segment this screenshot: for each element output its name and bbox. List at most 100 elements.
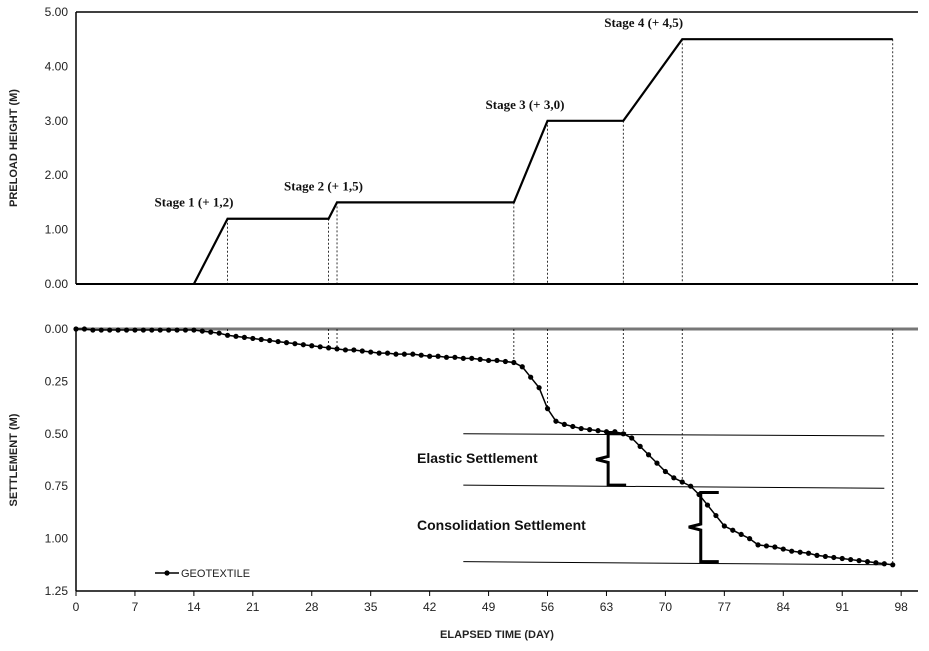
preload-y-axis-title: PRELOAD HEIGHT (M)	[8, 89, 20, 207]
stage-projection-lines	[193, 329, 894, 565]
settlement-point	[443, 354, 450, 360]
settlement-point	[485, 357, 492, 364]
settlement-point	[873, 560, 879, 566]
time-x-tick-labels: 0 7 14 21 28 35 42 49 56 63 70 77 84 91 98	[73, 591, 908, 614]
settlement-point	[890, 562, 896, 568]
elastic-settlement-label: Elastic Settlement	[417, 450, 538, 466]
preload-y-tick-label: 3.00	[45, 114, 69, 128]
settlement-y-tick-labels: 0.00 0.25 0.50 0.75 1.00 1.25	[45, 322, 69, 598]
legend-geotextile: GEOTEXTILE	[181, 568, 250, 580]
settlement-reference-lines	[463, 433, 885, 566]
settlement-reference-line	[463, 561, 885, 566]
preload-y-tick-label: 1.00	[45, 223, 69, 237]
settlement-point	[536, 385, 542, 391]
settlement-point	[98, 327, 104, 333]
time-x-tick-label: 28	[305, 600, 319, 614]
time-x-tick-label: 56	[541, 600, 555, 614]
settlement-brace	[595, 432, 627, 487]
time-x-tick-label: 84	[777, 600, 791, 614]
settlement-point	[856, 558, 862, 564]
settlement-point	[410, 351, 416, 357]
settlement-point	[805, 550, 812, 556]
settlement-point	[208, 329, 214, 335]
time-x-axis-title: ELAPSED TIME (DAY)	[440, 629, 554, 641]
settlement-point	[553, 418, 559, 424]
stage-label: Stage 2 (+ 1,5)	[284, 178, 363, 193]
settlement-point	[502, 358, 509, 365]
settlement-point	[603, 429, 610, 435]
settlement-point	[73, 326, 79, 332]
settlement-point	[763, 543, 770, 549]
stage-label: Stage 1 (+ 1,2)	[155, 195, 234, 210]
settlement-braces	[595, 432, 719, 564]
time-x-tick-label: 77	[718, 600, 732, 614]
settlement-point	[452, 354, 458, 360]
settlement-point	[519, 364, 525, 370]
settlement-point	[671, 475, 677, 481]
settlement-point	[688, 483, 694, 489]
settlement-point	[191, 327, 197, 333]
settlement-point	[747, 536, 753, 542]
settlement-point	[351, 347, 357, 353]
settlement-point	[166, 327, 172, 333]
settlement-point	[822, 553, 828, 560]
settlement-point	[233, 333, 239, 339]
settlement-point	[654, 460, 660, 466]
legend: GEOTEXTILE	[155, 568, 250, 580]
settlement-point	[772, 544, 778, 550]
settlement-reference-line	[463, 433, 885, 437]
settlement-point	[637, 443, 643, 449]
time-x-tick-label: 42	[423, 600, 437, 614]
settlement-point	[477, 356, 483, 362]
settlement-point	[334, 346, 340, 352]
settlement-panel: 0.00 0.25 0.50 0.75 1.00 1.25 0 7 14 21 28 35 42 49 5…	[8, 322, 918, 641]
settlement-point	[258, 336, 264, 343]
settlement-point	[149, 327, 155, 333]
settlement-point	[578, 425, 584, 432]
settlement-point	[107, 327, 113, 333]
settlement-point	[528, 374, 534, 380]
settlement-point	[224, 332, 231, 338]
settlement-point	[570, 423, 576, 430]
settlement-brace	[688, 490, 719, 564]
settlement-point	[713, 512, 719, 519]
settlement-point	[831, 554, 837, 561]
time-x-tick-label: 98	[894, 600, 908, 614]
stage-labels: Stage 1 (+ 1,2) Stage 2 (+ 1,5) Stage 3 (+…	[155, 15, 684, 210]
settlement-point	[384, 350, 391, 356]
settlement-point	[182, 327, 189, 333]
settlement-point	[704, 502, 711, 508]
settlement-point	[511, 359, 517, 366]
settlement-point	[848, 556, 854, 563]
settlement-point	[780, 546, 786, 552]
preload-y-tick-label: 2.00	[45, 168, 69, 182]
settlement-point	[300, 342, 306, 348]
settlement-point	[587, 427, 593, 433]
settlement-point	[157, 327, 163, 333]
settlement-point	[494, 357, 500, 364]
time-x-tick-label: 35	[364, 600, 378, 614]
settlement-point	[595, 428, 601, 434]
settlement-point	[317, 344, 323, 350]
preload-y-tick-label: 0.00	[45, 277, 69, 291]
settlement-point	[174, 327, 180, 333]
settlement-point	[326, 345, 332, 351]
settlement-point	[544, 406, 551, 412]
settlement-point	[864, 559, 871, 565]
stage-label: Stage 3 (+ 3,0)	[486, 97, 565, 112]
settlement-point	[393, 351, 399, 357]
settlement-point	[418, 352, 424, 358]
geotextile-settlement-points	[73, 326, 896, 568]
settlement-point	[309, 343, 315, 349]
settlement-y-tick-label: 0.50	[45, 427, 69, 441]
settlement-point	[81, 326, 88, 332]
settlement-point	[469, 355, 475, 361]
settlement-point	[620, 431, 626, 437]
settlement-y-axis-title: SETTLEMENT (M)	[8, 413, 20, 506]
preload-height-panel: 0.00 1.00 2.00 3.00 4.00 5.00 PRELOAD HEIGHT …	[8, 5, 918, 291]
stage-guide-lines	[227, 39, 894, 284]
settlement-point	[368, 349, 374, 355]
settlement-point	[401, 351, 407, 357]
time-x-tick-label: 0	[73, 600, 80, 614]
settlement-point	[250, 335, 256, 342]
